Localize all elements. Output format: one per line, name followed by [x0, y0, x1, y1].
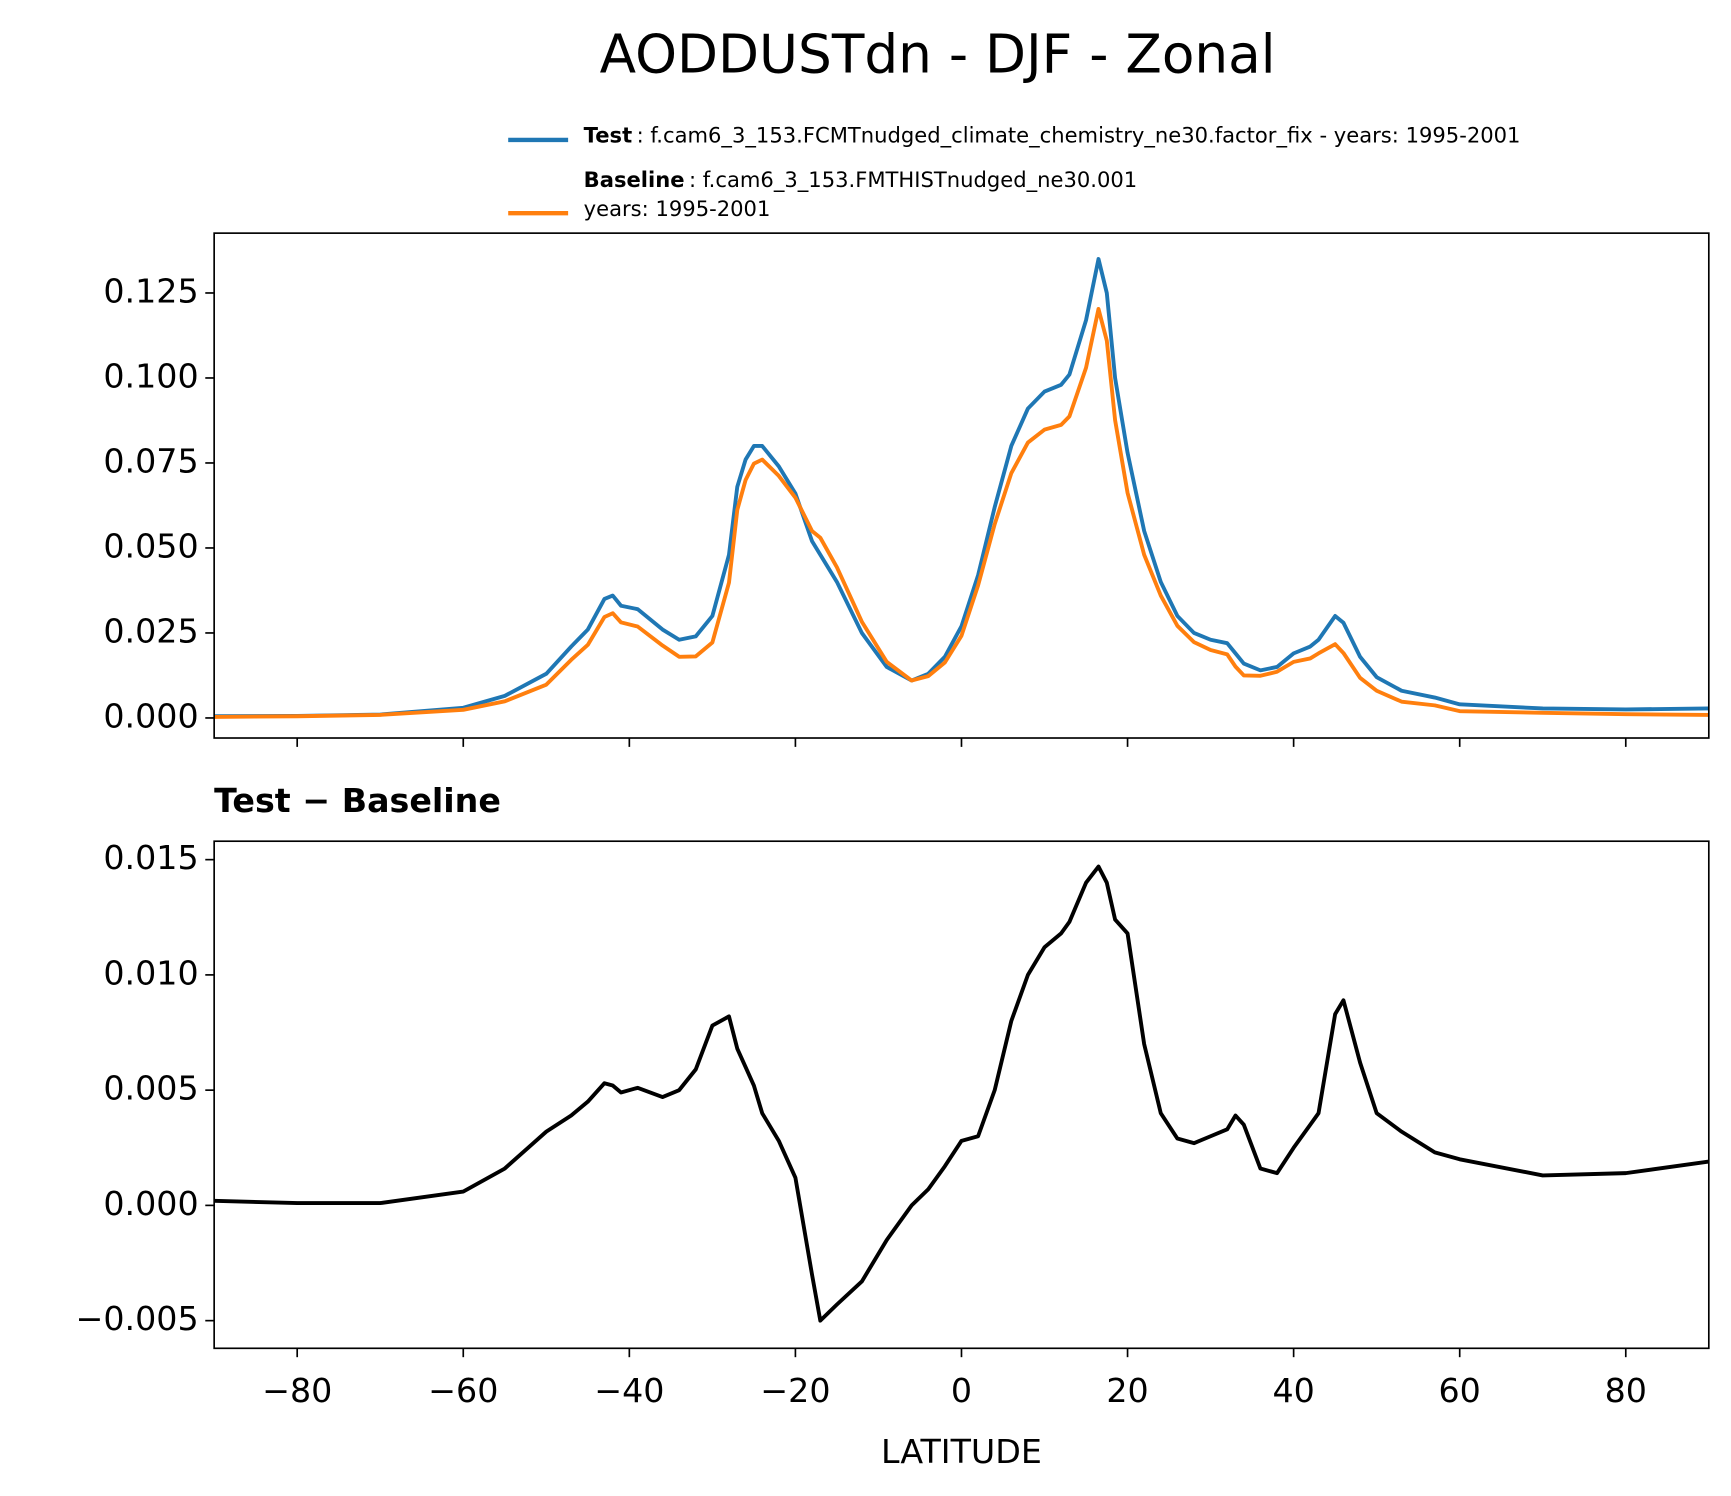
- axes-frame: [213, 232, 1710, 739]
- y-tick-label: 0.015: [103, 838, 198, 877]
- y-tick-label: −0.005: [76, 1299, 199, 1338]
- x-tick-label: 20: [1106, 1371, 1148, 1410]
- y-tick-label: 0.075: [103, 441, 198, 480]
- x-tick-label: −20: [760, 1371, 830, 1410]
- x-axis-label: LATITUDE: [881, 1432, 1042, 1471]
- axes-frame: [213, 840, 1710, 1350]
- x-tick-label: 0: [951, 1371, 972, 1410]
- x-tick-label: 60: [1439, 1371, 1481, 1410]
- data-line: [214, 257, 1709, 719]
- y-tick-label: 0.050: [103, 526, 198, 565]
- y-tick-label: 0.125: [103, 271, 198, 310]
- figure-title: AODDUSTdn - DJF - Zonal: [600, 23, 1276, 85]
- x-tick-label: −80: [262, 1371, 332, 1410]
- data-line: [214, 307, 1709, 719]
- x-tick-label: −60: [428, 1371, 498, 1410]
- y-tick-label: 0.010: [103, 953, 198, 992]
- legend-name: Baseline: [584, 167, 685, 192]
- y-tick-label: 0.000: [103, 1184, 198, 1223]
- x-tick-label: 80: [1605, 1371, 1647, 1410]
- x-tick-label: −40: [594, 1371, 664, 1410]
- legend-label: : f.cam6_3_153.FCMTnudged_climate_chemis…: [637, 123, 1521, 149]
- legend-name: Test: [584, 123, 633, 148]
- data-line: [214, 864, 1709, 1323]
- x-tick-label: 40: [1272, 1371, 1314, 1410]
- y-tick-label: 0.025: [103, 611, 198, 650]
- y-tick-label: 0.100: [103, 356, 198, 395]
- legend-label: : f.cam6_3_153.FMTHISTnudged_ne30.001: [689, 167, 1137, 193]
- y-tick-label: 0.005: [103, 1069, 198, 1108]
- y-tick-label: 0.000: [103, 696, 198, 735]
- legend-label: years: 1995-2001: [584, 196, 771, 221]
- panel-title: Test − Baseline: [214, 781, 501, 820]
